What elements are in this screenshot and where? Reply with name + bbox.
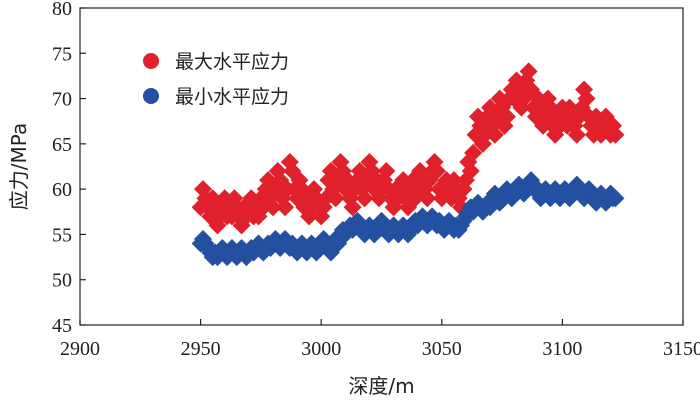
y-tick-label: 65: [52, 134, 72, 156]
data-point: [606, 125, 625, 144]
data-point: [495, 116, 514, 135]
data-point: [485, 125, 504, 144]
y-tick-label: 75: [52, 43, 72, 65]
data-point: [577, 89, 596, 108]
data-point: [567, 125, 586, 144]
data-point: [461, 162, 480, 181]
legend-marker-min-stress: [143, 88, 159, 104]
x-tick-label: 2950: [181, 338, 221, 360]
y-tick-label: 70: [52, 89, 72, 111]
y-axis-title: 应力/MPa: [7, 123, 31, 210]
y-tick-label: 80: [52, 0, 72, 20]
data-point: [276, 198, 295, 217]
data-point: [343, 198, 362, 217]
y-tick-label: 50: [52, 270, 72, 292]
x-tick-label: 3050: [422, 338, 462, 360]
series-1: [191, 171, 625, 267]
legend-marker-max-stress: [143, 53, 159, 69]
legend: 最大水平应力 最小水平应力: [143, 51, 289, 108]
x-axis-title: 深度/m: [348, 374, 414, 398]
data-point: [355, 189, 374, 208]
data-point: [263, 198, 282, 217]
data-point: [242, 189, 261, 208]
data-point: [464, 143, 483, 162]
data-point: [377, 162, 396, 181]
x-tick-label: 3100: [542, 338, 582, 360]
legend-label-max-stress: 最大水平应力: [175, 51, 289, 73]
data-point: [427, 162, 446, 181]
x-tick-label: 3000: [301, 338, 341, 360]
ticks-layer: 2900 2950 3000 3050 3100 3150 45 50 55 60 65 70 75 80: [52, 0, 700, 360]
data-point: [519, 62, 538, 81]
legend-label-min-stress: 最小水平应力: [175, 86, 289, 108]
x-tick-label: 3150: [663, 338, 700, 360]
y-tick-label: 45: [52, 315, 72, 337]
series-layer: [191, 62, 625, 267]
data-point: [497, 107, 516, 126]
data-point: [606, 189, 625, 208]
plot-frame: [79, 7, 684, 326]
series-0: [191, 62, 625, 235]
data-point: [326, 189, 345, 208]
y-tick-label: 55: [52, 224, 72, 246]
x-tick-label: 2900: [60, 338, 100, 360]
y-tick-label: 60: [52, 179, 72, 201]
data-point: [418, 189, 437, 208]
